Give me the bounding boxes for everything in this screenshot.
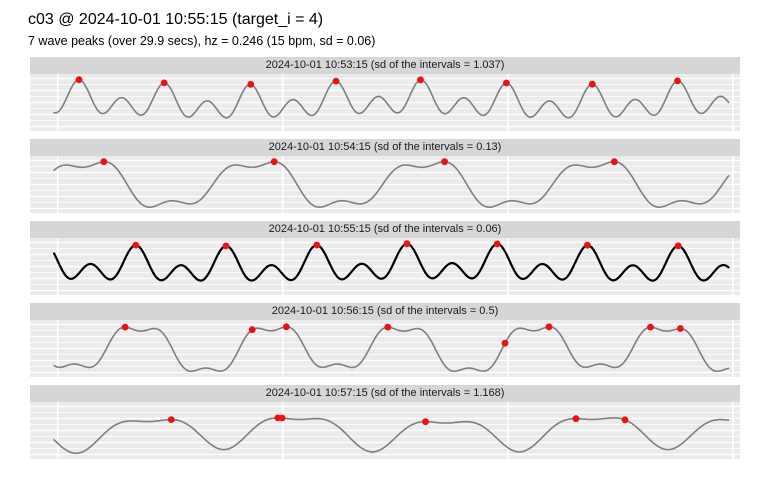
panel-plot: [30, 74, 740, 131]
peak-dot: [282, 323, 290, 331]
peak-dot: [167, 416, 175, 423]
horizontal-gridlines: [30, 159, 740, 210]
peak-dot: [677, 325, 684, 332]
horizontal-gridlines: [30, 77, 740, 128]
vertical-gridlines: [56, 402, 734, 459]
panels-container: 2024-10-01 10:53:15 (sd of the intervals…: [30, 57, 740, 459]
peak-dot: [493, 240, 501, 248]
panel-strip-title: 2024-10-01 10:56:15 (sd of the intervals…: [30, 303, 740, 320]
peak-dot: [75, 76, 83, 84]
peak-dot: [121, 323, 129, 331]
wave-panel-target: 2024-10-01 10:55:15 (sd of the intervals…: [30, 221, 740, 295]
target-wave-line: [53, 242, 730, 282]
peak-dot: [610, 158, 618, 166]
vertical-gridlines: [56, 238, 734, 295]
figure-subtitle: 7 wave peaks (over 29.9 secs), hz = 0.24…: [28, 34, 376, 48]
peak-dots: [167, 414, 629, 426]
peak-dot: [332, 77, 340, 85]
wave-line: [53, 417, 730, 455]
wave-panel: 2024-10-01 10:57:15 (sd of the intervals…: [30, 385, 740, 459]
panel-strip-title: 2024-10-01 10:57:15 (sd of the intervals…: [30, 385, 740, 402]
vertical-gridlines: [56, 74, 734, 131]
peak-dot: [501, 339, 509, 347]
peak-dots: [121, 323, 684, 347]
peak-dots: [100, 158, 618, 166]
peak-dot: [674, 242, 682, 250]
peak-dot: [160, 79, 168, 87]
peak-dot: [403, 240, 411, 248]
panel-strip-title: 2024-10-01 10:53:15 (sd of the intervals…: [30, 57, 740, 74]
panel-plot: [30, 156, 740, 213]
peak-dot: [222, 242, 230, 250]
peak-dot: [278, 414, 286, 422]
peak-dot: [588, 80, 596, 88]
peak-dots: [75, 76, 681, 88]
peak-dot: [584, 241, 591, 249]
peak-dot: [313, 241, 321, 249]
panel-plot: [30, 238, 740, 295]
peak-dot: [247, 80, 255, 88]
peak-dot: [132, 241, 140, 249]
panel-strip-title: 2024-10-01 10:55:15 (sd of the intervals…: [30, 221, 740, 238]
figure-title: c03 @ 2024-10-01 10:55:15 (target_i = 4): [28, 11, 324, 28]
peak-dot: [422, 418, 429, 426]
panel-strip-title: 2024-10-01 10:54:15 (sd of the intervals…: [30, 139, 740, 156]
wave-panel: 2024-10-01 10:53:15 (sd of the intervals…: [30, 57, 740, 131]
peak-dot: [674, 77, 681, 85]
peak-dot: [384, 323, 392, 331]
peak-dot: [647, 323, 654, 331]
horizontal-gridlines: [30, 323, 740, 374]
peak-dot: [417, 76, 424, 84]
peak-dot: [441, 158, 448, 166]
wave-panel: 2024-10-01 10:56:15 (sd of the intervals…: [30, 303, 740, 377]
peak-dot: [503, 79, 510, 87]
panel-plot: [30, 320, 740, 377]
peak-dot: [621, 416, 629, 424]
peak-dot: [270, 158, 278, 166]
peak-dots: [132, 240, 682, 250]
wave-line: [53, 326, 730, 373]
wave-panel: 2024-10-01 10:54:15 (sd of the intervals…: [30, 139, 740, 213]
peak-dot: [545, 323, 553, 331]
peak-dot: [572, 415, 580, 423]
peak-dot: [100, 158, 108, 166]
peak-dot: [248, 326, 256, 334]
panel-plot: [30, 402, 740, 459]
